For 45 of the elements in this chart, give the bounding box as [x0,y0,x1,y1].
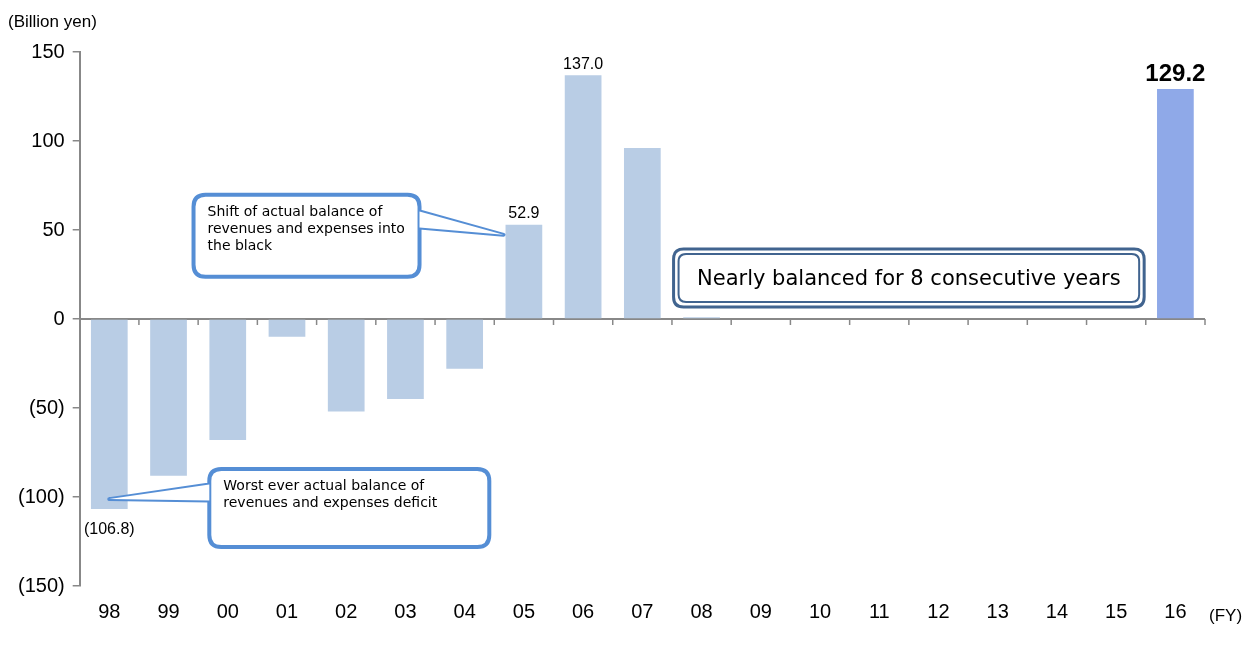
bar [505,224,543,319]
x-tick-label: 01 [275,599,299,622]
bar [90,319,128,510]
annotation: Worst ever actual balance of revenues and expenses deficit [223,477,439,512]
bar [268,319,306,337]
x-tick-label: 06 [571,599,595,622]
x-tick-label: 04 [453,599,476,622]
x-tick-label: 11 [868,599,890,622]
x-tick-label: 12 [927,599,950,622]
x-tick-label: 98 [98,599,121,622]
bar [623,148,661,319]
bar [446,319,484,369]
bar [1157,89,1194,319]
data-label: (106.8) [83,519,135,537]
y-tick-label: (150) [17,573,65,596]
x-tick-label: 02 [335,599,358,622]
x-axis-title: (FY) [1209,605,1243,625]
x-tick-label: 14 [1045,599,1069,622]
y-tick-label: 100 [31,128,65,151]
x-tick-label: 99 [157,599,180,622]
x-tick-label: 09 [749,599,772,622]
x-tick-label: 15 [1105,599,1128,622]
x-tick-label: 07 [631,599,654,622]
x-tick-label: 13 [986,599,1009,622]
y-tick-label: 150 [31,39,65,62]
bar [564,75,602,319]
bar [327,319,365,412]
bar [387,319,424,400]
x-tick-label: 03 [394,599,417,622]
data-label: 52.9 [508,204,540,222]
x-tick-label: 05 [512,599,536,622]
y-tick-label: (50) [29,395,65,418]
x-tick-label: 08 [690,599,713,622]
data-label: 137.0 [563,54,604,72]
data-label: 129.2 [1145,58,1206,86]
x-tick-label: 10 [808,599,832,622]
bar [209,319,247,441]
y-axis-title: (Billion yen) [8,12,97,32]
x-tick-label: 16 [1164,599,1187,622]
x-tick-label: 00 [216,599,239,622]
y-tick-label: 0 [53,306,65,329]
y-tick-label: 50 [42,217,65,240]
annotation: Shift of actual balance of revenues and expenses into the black [207,202,406,254]
y-tick-label: (100) [17,484,65,507]
bar [150,319,187,476]
